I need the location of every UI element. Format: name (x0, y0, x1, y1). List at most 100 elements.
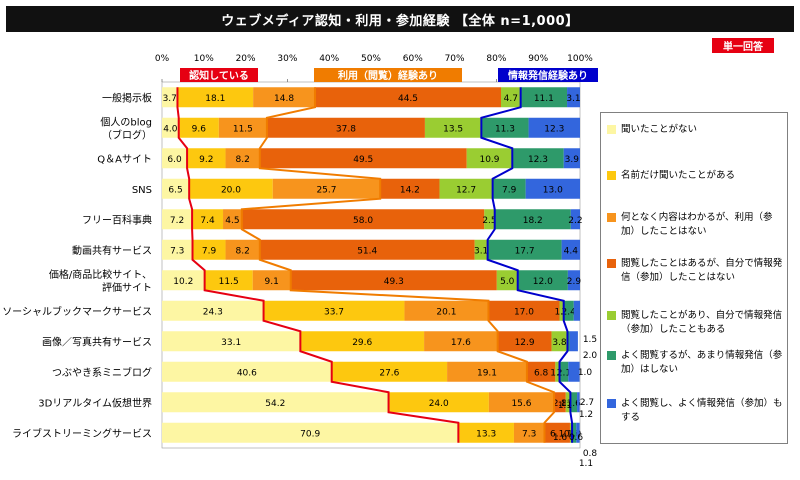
legend-label: 閲覧したことがあり、自分で情報発信（参加）したこともある (621, 310, 783, 335)
data-label: 2.5 (482, 216, 496, 226)
data-label: 18.2 (523, 216, 543, 226)
data-label-outside: 1.6 (553, 433, 568, 443)
data-label: 40.6 (237, 368, 257, 378)
single-answer-badge: 単一回答 (712, 38, 774, 53)
bar-segment (290, 270, 497, 291)
data-label: 33.7 (324, 307, 344, 317)
data-label: 0.5 (564, 429, 578, 439)
bar-segment (517, 270, 568, 291)
data-label: 14.2 (400, 185, 420, 195)
category-label: （ブログ） (102, 128, 152, 141)
data-label: 13.3 (476, 429, 496, 439)
data-label: 12.7 (456, 185, 476, 195)
bar-segment (492, 178, 526, 199)
data-label: 4.7 (504, 94, 518, 104)
bar-segment (187, 148, 226, 169)
bar-segment (488, 300, 560, 321)
data-label: 3.8 (552, 338, 567, 348)
bar-segment (266, 117, 425, 138)
data-label: 49.3 (384, 277, 404, 287)
data-label: 3.9 (565, 155, 580, 165)
bar-segment (192, 239, 226, 260)
data-label: 15.6 (511, 399, 531, 409)
data-label: 6.1 (550, 429, 564, 439)
data-label-outside: 2.0 (583, 351, 598, 361)
data-label: 8.2 (236, 155, 250, 165)
group-header-box (498, 68, 598, 82)
bar-segment (272, 178, 381, 199)
bar-segment (565, 392, 571, 413)
data-label-outside: 1.5 (583, 335, 597, 345)
bar-segment (204, 270, 253, 291)
bar-segment (162, 148, 188, 169)
x-tick-label: 30% (277, 54, 297, 64)
bar-segment (225, 239, 260, 260)
data-label: 7.9 (202, 246, 217, 256)
data-label: 12.3 (528, 155, 548, 165)
category-label: SNS (132, 185, 152, 196)
data-label: 20.0 (221, 185, 241, 195)
data-label: 13.0 (543, 185, 563, 195)
category-label: 動画共有サービス (72, 244, 152, 257)
legend-label: よく閲覧するが、あまり情報発信（参加）はしない (621, 350, 783, 375)
legend-swatch (607, 171, 616, 180)
data-label: 1.1 (561, 399, 575, 409)
group-boundary-line (480, 87, 574, 443)
data-label: 11.1 (534, 94, 554, 104)
data-label-outside: 1.0 (578, 368, 593, 378)
data-label: 2.4 (562, 307, 577, 317)
legend: 聞いたことがない 名前だけ聞いたことがある 何となく内容はわかるが、利用（参加）した… (600, 112, 788, 444)
bar-segment (567, 87, 580, 108)
x-tick-label: 0% (155, 54, 170, 64)
data-label: 7.3 (170, 246, 184, 256)
bar-segment (484, 209, 495, 230)
bar-segment (162, 117, 179, 138)
x-tick-label: 80% (486, 54, 506, 64)
group-header-box (314, 68, 462, 82)
data-label: 12.9 (515, 338, 535, 348)
data-label: 13.5 (443, 124, 463, 134)
data-label: 2.2 (568, 216, 582, 226)
data-label: 1.0 (554, 307, 569, 317)
data-label: 2.1 (557, 368, 571, 378)
legend-swatch (607, 399, 616, 408)
data-label-outside: 1.1 (558, 401, 572, 411)
bar-segment (252, 270, 291, 291)
bar-segment (263, 300, 405, 321)
bar-segment (568, 361, 580, 382)
data-label: 70.9 (300, 429, 320, 439)
data-label: 18.1 (205, 94, 225, 104)
bar-segment (259, 148, 467, 169)
bar-segment (162, 239, 193, 260)
chart-title: ウェブメディア認知・利用・参加経験 【全体 n=1,000】 (6, 6, 794, 32)
legend-label: 名前だけ聞いたことがある (621, 170, 736, 181)
x-tick-label: 70% (445, 54, 465, 64)
data-label: 17.0 (514, 307, 534, 317)
bar-segment (494, 209, 571, 230)
bar-segment (447, 361, 527, 382)
data-label-outside: 0.8 (583, 449, 598, 459)
legend-swatch (607, 259, 616, 268)
data-label: 12.3 (544, 124, 564, 134)
x-tick-label: 60% (403, 54, 423, 64)
category-label: Q＆Aサイト (97, 153, 152, 165)
data-label: 25.7 (316, 185, 336, 195)
category-label: フリー百科事典 (82, 213, 152, 226)
bar-segment (497, 331, 552, 352)
bar-segment (563, 300, 574, 321)
x-tick-label: 90% (528, 54, 548, 64)
data-label-outside: 2.7 (580, 398, 594, 408)
legend-swatch (607, 351, 616, 360)
x-tick-label: 50% (361, 54, 381, 64)
bar-segment (569, 331, 578, 352)
bar-segment (162, 87, 178, 108)
data-label: 11.5 (233, 124, 253, 134)
bar-segment (555, 361, 560, 382)
bar-segment (424, 331, 498, 352)
bar-segment (569, 422, 573, 443)
legend-label: 聞いたことがない (621, 124, 698, 135)
bar-segment (218, 117, 267, 138)
data-label: 27.6 (379, 368, 399, 378)
category-label: 評価サイト (102, 281, 152, 294)
bar-segment (388, 392, 489, 413)
